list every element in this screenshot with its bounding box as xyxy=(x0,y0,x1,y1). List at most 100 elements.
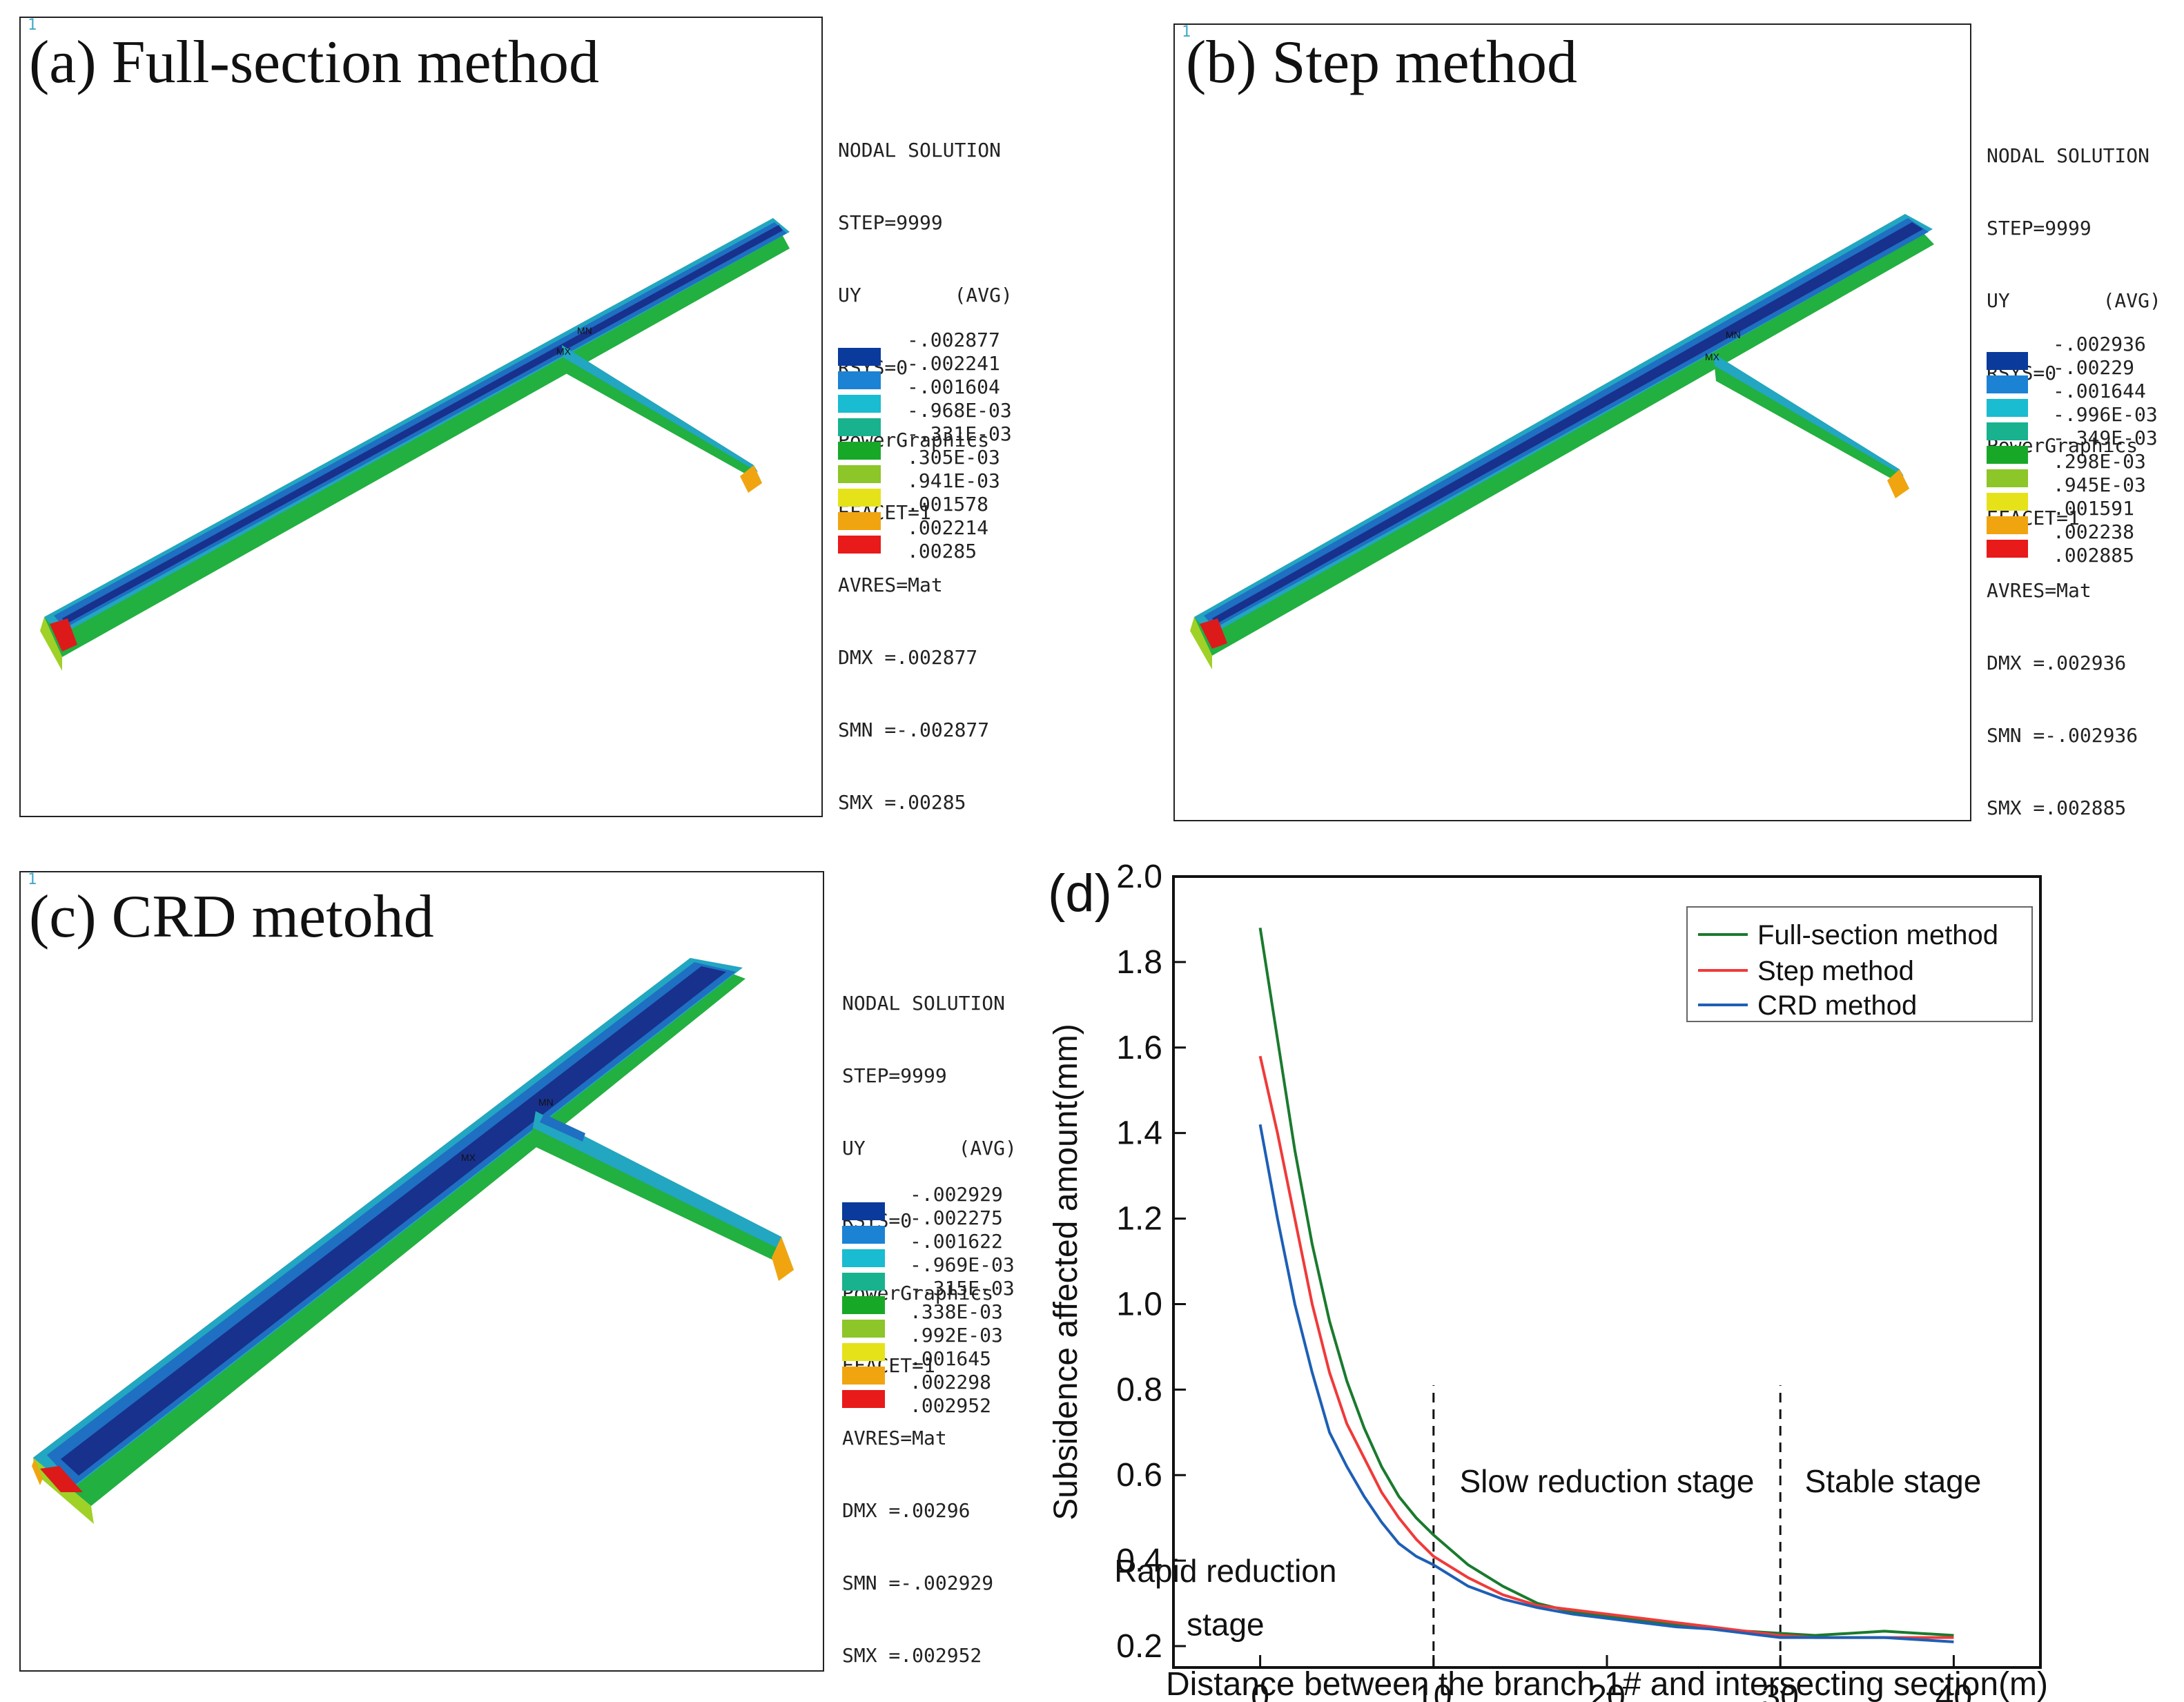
legend-line: SMX =.00285 xyxy=(838,791,966,814)
scale-value: .001591 xyxy=(2053,497,2135,520)
scale-value: -.315E-03 xyxy=(910,1277,1015,1300)
legend-line: DMX =.002936 xyxy=(1987,652,2127,674)
legend-line: AVRES=Mat xyxy=(838,574,943,596)
scale-value: -.969E-03 xyxy=(910,1253,1015,1276)
tunnel-main-branch xyxy=(32,958,745,1524)
stage-annotation: Stable stage xyxy=(1805,1463,1982,1499)
scale-swatch xyxy=(842,1390,885,1408)
scale-swatch xyxy=(1987,375,2028,393)
panel-c-tunnel-model: MN MX xyxy=(32,958,794,1524)
scale-swatch xyxy=(842,1226,885,1244)
legend-line: NODAL SOLUTION xyxy=(842,992,1006,1015)
panel-d-line-chart: (d) 0 10 20 30 40 0.2 0.4 0.6 0.8 1.0 1.2 1.4 1.6 1.8… xyxy=(1048,859,2048,1702)
scale-swatch xyxy=(842,1343,885,1361)
scale-value: -.001604 xyxy=(907,375,1000,398)
scale-value: .002885 xyxy=(2053,544,2135,567)
legend-line: UY (AVG) xyxy=(842,1137,1017,1160)
legend-label-crd: CRD method xyxy=(1757,990,1917,1021)
scale-swatch xyxy=(1987,493,2028,511)
tunnel-side-branch xyxy=(562,345,762,493)
chart-axes-group: 0 10 20 30 40 0.2 0.4 0.6 0.8 1.0 1.2 1.4 1.6 1.8 2.0 R… xyxy=(1114,859,1981,1702)
scale-value: .002238 xyxy=(2053,520,2135,543)
chart-series-group xyxy=(1258,928,1954,1643)
scale-value: -.002275 xyxy=(910,1206,1003,1229)
chart-legend: Full-section method Step method CRD meth… xyxy=(1686,906,2033,1022)
scale-value: .002298 xyxy=(910,1371,992,1393)
scale-swatch xyxy=(842,1320,885,1338)
legend-line: STEP=9999 xyxy=(1987,217,2092,239)
panel-a-color-scale: -.002877 -.002241 -.001604 -.968E-03 -.3… xyxy=(838,330,1045,578)
legend-line: SMX =.002952 xyxy=(842,1644,982,1667)
panel-a-corner-number: 1 xyxy=(28,17,37,34)
tunnel-main-branch xyxy=(1190,214,1934,669)
scale-swatch xyxy=(1987,446,2028,464)
scale-value: .305E-03 xyxy=(907,446,1000,469)
legend-line: SMN =-.002929 xyxy=(842,1572,994,1594)
scale-swatch xyxy=(838,442,881,460)
scale-value: -.002241 xyxy=(907,352,1000,375)
scale-value: -.00229 xyxy=(2053,356,2135,379)
panel-a-title: (a) Full-section method xyxy=(29,29,600,96)
panel-b-corner-number: 1 xyxy=(1182,23,1191,41)
scale-swatch xyxy=(1987,352,2028,370)
panel-c-corner-number: 1 xyxy=(28,871,37,888)
scale-swatch xyxy=(842,1367,885,1385)
scale-swatch xyxy=(842,1273,885,1291)
panel-b-solution-legend: NODAL SOLUTION STEP=9999 UY (AVG) RSYS=0… xyxy=(1987,95,2161,844)
scale-value: -.968E-03 xyxy=(907,399,1012,422)
panel-a-solution-legend: NODAL SOLUTION STEP=9999 UY (AVG) RSYS=0… xyxy=(838,90,1013,839)
scale-value: .941E-03 xyxy=(907,469,1000,492)
y-tick-label: 0.2 xyxy=(1116,1628,1162,1665)
scale-value: -.002936 xyxy=(2053,333,2146,355)
panel-b-mn-marker: MN xyxy=(1726,329,1741,340)
y-tick-label: 1.4 xyxy=(1116,1115,1162,1152)
legend-label-full-section: Full-section method xyxy=(1757,920,1998,950)
panel-b-tunnel-model: MN MX xyxy=(1190,214,1934,669)
legend-line: NODAL SOLUTION xyxy=(1987,144,2150,167)
tunnel-side-branch xyxy=(530,1111,794,1281)
y-tick-label: 0.4 xyxy=(1116,1543,1162,1579)
panel-c-mn-marker: MN xyxy=(538,1097,554,1108)
legend-line: SMN =-.002877 xyxy=(838,718,990,741)
scale-swatch xyxy=(842,1296,885,1314)
scale-swatch xyxy=(1987,422,2028,440)
scale-value: .298E-03 xyxy=(2053,450,2146,473)
scale-swatch xyxy=(842,1202,885,1220)
legend-line: DMX =.00296 xyxy=(842,1499,971,1522)
legend-line: AVRES=Mat xyxy=(1987,579,2092,602)
x-tick-label: 20 xyxy=(1588,1679,1625,1702)
series-line-step-method xyxy=(1258,1055,1954,1639)
legend-line: NODAL SOLUTION xyxy=(838,139,1002,162)
scale-swatch xyxy=(838,512,881,530)
scale-swatch xyxy=(1987,399,2028,417)
x-axis-label: Distance between the branch 1# and inter… xyxy=(1166,1666,2048,1702)
scale-swatch xyxy=(838,489,881,507)
y-tick-label: 1.6 xyxy=(1116,1030,1162,1066)
legend-line: AVRES=Mat xyxy=(842,1427,947,1449)
scale-swatch xyxy=(842,1249,885,1267)
legend-line: SMN =-.002936 xyxy=(1987,724,2138,747)
scale-swatch xyxy=(838,418,881,436)
scale-value: -.001622 xyxy=(910,1230,1003,1253)
scale-swatch xyxy=(838,395,881,413)
panel-a-mx-marker: MX xyxy=(556,346,572,357)
tunnel-main-branch xyxy=(40,218,790,671)
legend-line: SMX =.002885 xyxy=(1987,796,2127,819)
legend-frame xyxy=(1686,906,2033,1022)
x-tick-label: 0 xyxy=(1251,1679,1269,1702)
y-tick-label: 1.2 xyxy=(1116,1201,1162,1238)
scale-value: -.349E-03 xyxy=(2053,427,2158,449)
panel-c-color-scale: -.002929 -.002275 -.001622 -.969E-03 -.3… xyxy=(842,1184,1049,1433)
panel-b-color-scale: -.002936 -.00229 -.001644 -.996E-03 -.34… xyxy=(1987,334,2180,583)
legend-line: STEP=9999 xyxy=(842,1064,947,1087)
y-axis-label: Subsidence affected amount(mm) xyxy=(1048,1024,1084,1520)
scale-swatch xyxy=(838,465,881,483)
scale-swatch xyxy=(838,348,881,366)
y-tick-label: 0.8 xyxy=(1116,1371,1162,1408)
scale-value: .992E-03 xyxy=(910,1324,1003,1347)
scale-swatch xyxy=(838,536,881,554)
scale-value: .338E-03 xyxy=(910,1300,1003,1323)
plot-frame xyxy=(1172,875,2042,1669)
stage-annotation: Rapid reduction xyxy=(1114,1553,1336,1589)
scale-value: .002952 xyxy=(910,1394,992,1417)
